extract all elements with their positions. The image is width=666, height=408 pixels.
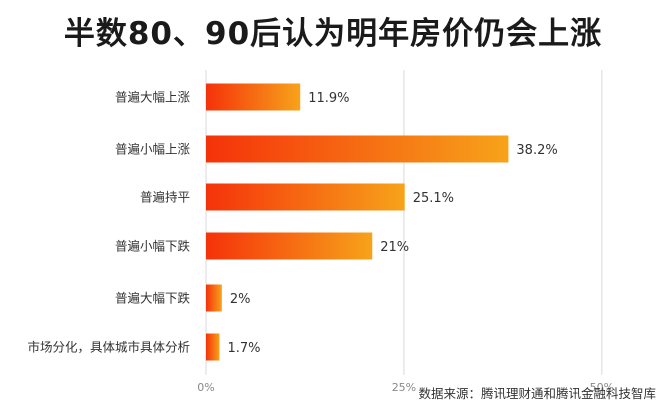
- x-tick-label: 0%: [197, 381, 214, 394]
- category-label: 普遍持平: [140, 190, 190, 205]
- category-label: 普遍小幅下跌: [115, 239, 191, 254]
- category-label: 普遍小幅上涨: [115, 142, 191, 157]
- x-tick-label: 50%: [590, 381, 614, 394]
- data-label: 1.7%: [227, 341, 260, 356]
- category-label: 普遍大幅上涨: [115, 90, 191, 105]
- source-note: 数据来源：腾讯理财通和腾讯金融科技智库: [418, 386, 656, 401]
- chart-title: 半数80、90后认为明年房价仍会上涨: [63, 16, 603, 52]
- data-label: 38.2%: [516, 143, 557, 158]
- bar: [206, 284, 222, 312]
- category-label: 普遍大幅下跌: [115, 291, 191, 306]
- gridlines: [205, 70, 603, 375]
- bar: [206, 232, 373, 260]
- bar: [206, 183, 405, 211]
- bar: [206, 333, 220, 361]
- bars: [206, 83, 509, 361]
- data-label: 11.9%: [308, 91, 349, 106]
- category-label: 市场分化，具体城市具体分析: [27, 340, 190, 355]
- data-label: 25.1%: [413, 191, 454, 206]
- data-label: 21%: [380, 240, 409, 255]
- data-label: 2%: [230, 292, 251, 307]
- labels: 0% 25% 50% 普遍大幅上涨 11.9% 普遍小幅上涨 38.2% 普遍持平 25.1% 普…: [27, 90, 614, 395]
- bar: [206, 135, 509, 163]
- bar: [206, 83, 301, 111]
- x-tick-label: 25%: [392, 381, 416, 394]
